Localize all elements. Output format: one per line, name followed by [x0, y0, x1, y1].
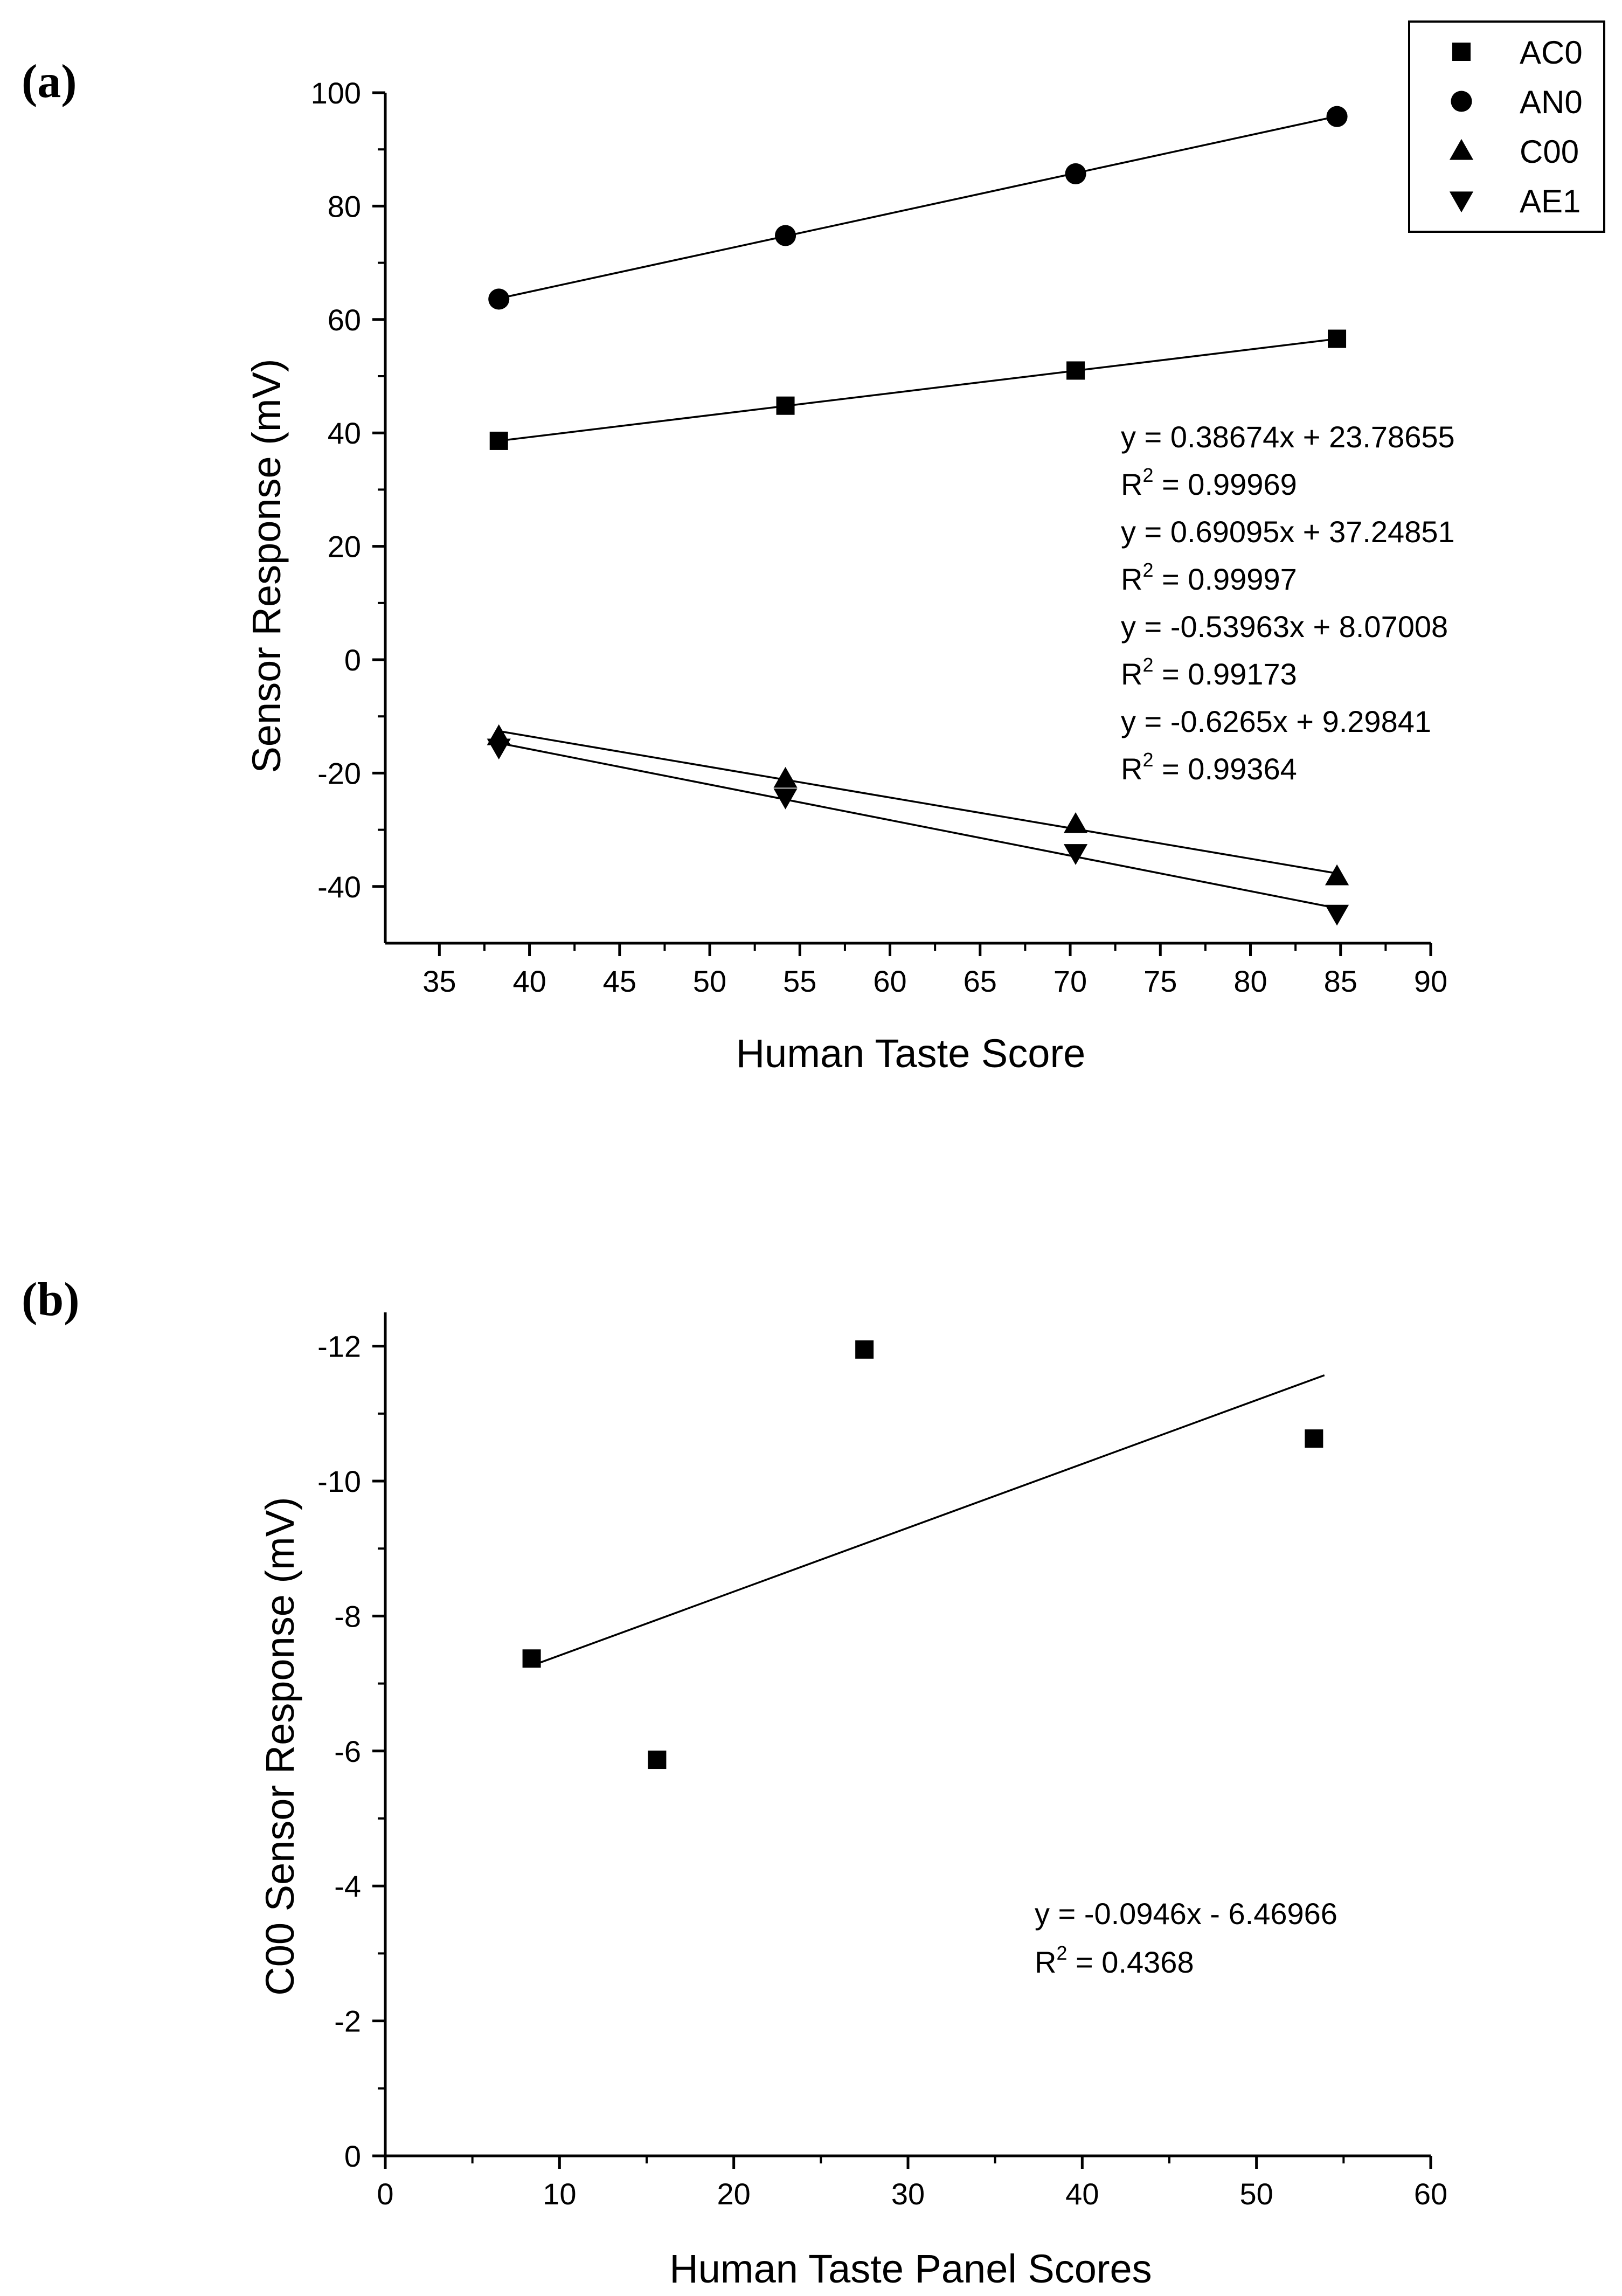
- y-tick-label: 80: [328, 189, 361, 223]
- data-point-an0: [488, 288, 510, 310]
- axes-b: [384, 1312, 1431, 2157]
- fit-equation-text: y = -0.6265x + 9.29841: [1121, 704, 1431, 738]
- ticks-b: 0 10 20 30 40 50 60 0 -2 -4 -6 -8 -10 -12: [317, 1330, 1447, 2211]
- data-point-ac0: [489, 431, 508, 450]
- legend-label-an0: AN0: [1520, 84, 1583, 120]
- fit-lines-b: [531, 1374, 1325, 1667]
- y-tick-label: -4: [334, 1869, 361, 1903]
- fit-lines-a: [498, 115, 1337, 909]
- y-tick-label: 60: [328, 303, 361, 337]
- x-tick-label: 85: [1324, 964, 1357, 998]
- x-tick-label: 50: [693, 964, 726, 998]
- legend-label-ac0: AC0: [1520, 34, 1583, 71]
- legend-label-ae1: AE1: [1520, 183, 1581, 219]
- x-tick-label: 55: [783, 964, 816, 998]
- data-point-c00: [1325, 864, 1349, 886]
- x-tick-label: 90: [1414, 964, 1447, 998]
- x-tick-label: 60: [1414, 2177, 1447, 2211]
- data-point-c00: [648, 1751, 667, 1769]
- r-squared-text: R2 = 0.99173: [1121, 654, 1297, 691]
- y-tick-label: 20: [328, 530, 361, 564]
- x-tick-label: 0: [377, 2177, 393, 2211]
- y-axis-label-b: C00 Sensor Response (mV): [258, 1497, 302, 1995]
- legend-marker-an0: [1451, 91, 1472, 112]
- data-point-c00: [522, 1649, 541, 1668]
- data-point-an0: [1065, 163, 1086, 184]
- data-point-c00: [1063, 812, 1088, 833]
- markers-b: [522, 1340, 1323, 1769]
- data-point-ae1: [1063, 844, 1088, 865]
- y-tick-label: -2: [334, 2004, 361, 2038]
- data-point-an0: [775, 225, 796, 246]
- legend-box: [1408, 20, 1605, 233]
- x-tick-label: 10: [543, 2177, 576, 2211]
- r-squared-text: R2 = 0.99969: [1121, 464, 1297, 501]
- r-squared-text: R2 = 0.99997: [1121, 559, 1297, 596]
- data-point-ae1: [487, 738, 511, 760]
- x-tick-label: 20: [717, 2177, 751, 2211]
- fit-equation-text: y = -0.0946x - 6.46966: [1035, 1897, 1337, 1931]
- data-point-ac0: [1066, 361, 1085, 380]
- legend-marker-ac0: [1452, 43, 1471, 61]
- x-tick-label: 45: [603, 964, 636, 998]
- fit-equation-text: y = -0.53963x + 8.07008: [1121, 610, 1448, 644]
- data-point-ae1: [773, 789, 798, 810]
- x-tick-label: 50: [1240, 2177, 1273, 2211]
- x-tick-label: 80: [1233, 964, 1267, 998]
- y-tick-label: -20: [317, 756, 361, 790]
- r-squared-text: R2 = 0.99364: [1121, 749, 1297, 786]
- x-tick-label: 65: [964, 964, 997, 998]
- fit-line-an0: [498, 115, 1337, 300]
- x-axis-label-b: Human Taste Panel Scores: [669, 2246, 1152, 2291]
- legend-marker-ae1: [1449, 191, 1474, 213]
- x-axis-label-a: Human Taste Score: [736, 1031, 1086, 1076]
- data-point-c00: [773, 766, 798, 788]
- x-tick-label: 75: [1143, 964, 1177, 998]
- data-point-an0: [1326, 106, 1348, 127]
- data-point-c00: [1305, 1429, 1323, 1448]
- fit-line-ae1: [498, 742, 1337, 909]
- fit-line-c00: [498, 730, 1337, 875]
- ticks-a: 35 40 45 50 55 60 65 70 75 80 85 90 -40 -20 0 20 40 60 80 1…: [311, 76, 1448, 998]
- equation-annotations-b: y = -0.0946x - 6.46966 R2 = 0.4368: [1035, 1897, 1337, 1979]
- legend-a: AC0 AN0 C00 AE1: [1408, 20, 1605, 233]
- y-tick-label: -40: [317, 870, 361, 904]
- x-tick-label: 60: [873, 964, 906, 998]
- y-tick-label: -10: [317, 1464, 361, 1498]
- fit-equation-text: y = 0.38674x + 23.78655: [1121, 420, 1455, 454]
- y-tick-label: -6: [334, 1734, 361, 1768]
- x-tick-label: 70: [1053, 964, 1087, 998]
- x-tick-label: 30: [891, 2177, 925, 2211]
- x-tick-label: 40: [512, 964, 546, 998]
- y-tick-label: -12: [317, 1330, 361, 1364]
- fit-line-ac0: [498, 338, 1337, 442]
- y-tick-label: 100: [311, 76, 361, 110]
- y-tick-label: 0: [344, 643, 361, 677]
- data-point-c00: [855, 1340, 874, 1359]
- y-axis-label-a: Sensor Response (mV): [244, 358, 289, 773]
- data-point-ae1: [1325, 904, 1349, 926]
- panel-label-b: (b): [22, 1274, 80, 1326]
- y-tick-label: -8: [334, 1599, 361, 1633]
- data-point-ac0: [776, 396, 795, 415]
- axes-a: [384, 93, 1431, 945]
- fit-line-c00: [531, 1374, 1325, 1667]
- markers-a: [487, 106, 1349, 926]
- panel-a: (a) 35 40 45 50 55 60 65 70 75 80 85 90 -40 -20 0 20 40 6…: [22, 20, 1605, 1076]
- legend-label-c00: C00: [1520, 134, 1579, 170]
- x-tick-label: 40: [1065, 2177, 1099, 2211]
- data-point-ac0: [1328, 329, 1347, 348]
- y-tick-label: 40: [328, 416, 361, 450]
- x-tick-label: 35: [422, 964, 456, 998]
- legend-marker-c00: [1449, 139, 1474, 160]
- panel-label-a: (a): [22, 56, 77, 108]
- panel-b: (b) 0 10 20 30 40 50 60 0 -2 -4 -6 -8 -10 -12 Human T…: [22, 1274, 1447, 2291]
- y-tick-label: 0: [344, 2139, 361, 2173]
- equation-annotations-a: y = 0.38674x + 23.78655 R2 = 0.99969 y = 0…: [1121, 420, 1455, 786]
- fit-equation-text: y = 0.69095x + 37.24851: [1121, 515, 1455, 549]
- r-squared-text: R2 = 0.4368: [1035, 1942, 1194, 1979]
